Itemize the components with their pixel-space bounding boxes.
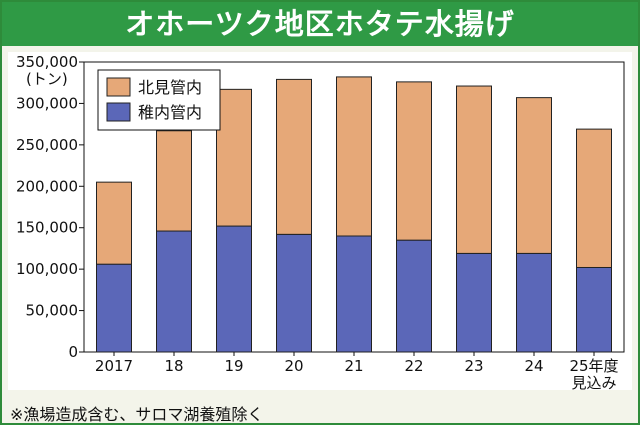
x-tick-label: 21 bbox=[344, 357, 363, 375]
y-tick-label: 100,000 bbox=[16, 260, 78, 278]
y-tick-label: 50,000 bbox=[26, 302, 79, 320]
x-tick-label: 25年度 bbox=[569, 357, 618, 375]
legend-swatch bbox=[106, 102, 131, 122]
x-tick-label: 20 bbox=[284, 357, 303, 375]
y-tick-label: 250,000 bbox=[16, 136, 78, 154]
bar-segment bbox=[156, 230, 192, 353]
chart-title: オホーツク地区ホタテ水揚げ bbox=[2, 2, 638, 46]
bar-segment bbox=[516, 252, 552, 353]
y-tick-label: 350,000 bbox=[16, 53, 78, 71]
y-tick-label: 150,000 bbox=[16, 219, 78, 237]
bar-segment bbox=[216, 225, 252, 353]
bar-segment bbox=[396, 81, 432, 241]
bar-segment bbox=[156, 130, 192, 232]
x-tick-label: 24 bbox=[524, 357, 543, 375]
x-tick-label: 19 bbox=[224, 357, 243, 375]
bar-segment bbox=[576, 266, 612, 353]
x-tick-label: 見込み bbox=[571, 374, 616, 392]
bar-segment bbox=[576, 128, 612, 268]
bar-segment bbox=[456, 252, 492, 353]
bar-segment bbox=[96, 181, 132, 265]
legend-swatch bbox=[106, 77, 131, 97]
bar-segment bbox=[456, 85, 492, 254]
legend-label: 北見管内 bbox=[138, 78, 202, 97]
bar-segment bbox=[336, 235, 372, 353]
bar-segment bbox=[216, 88, 252, 227]
bar-segment bbox=[336, 76, 372, 237]
legend-label: 稚内管内 bbox=[138, 103, 202, 122]
x-tick-label: 22 bbox=[404, 357, 423, 375]
bar-segment bbox=[96, 263, 132, 353]
y-axis-unit: (トン) bbox=[26, 70, 68, 88]
bar-segment bbox=[516, 97, 552, 254]
y-tick-label: 200,000 bbox=[16, 177, 78, 195]
bar-segment bbox=[276, 233, 312, 353]
bar-segment bbox=[396, 239, 432, 353]
x-tick-label: 23 bbox=[464, 357, 483, 375]
footnote: ※漁場造成含む、サロマ湖養殖除く bbox=[10, 405, 264, 424]
y-tick-label: 0 bbox=[68, 343, 78, 361]
bar-segment bbox=[276, 78, 312, 235]
x-tick-label: 18 bbox=[164, 357, 183, 375]
y-tick-label: 300,000 bbox=[16, 94, 78, 112]
x-tick-label: 2017 bbox=[95, 357, 133, 375]
